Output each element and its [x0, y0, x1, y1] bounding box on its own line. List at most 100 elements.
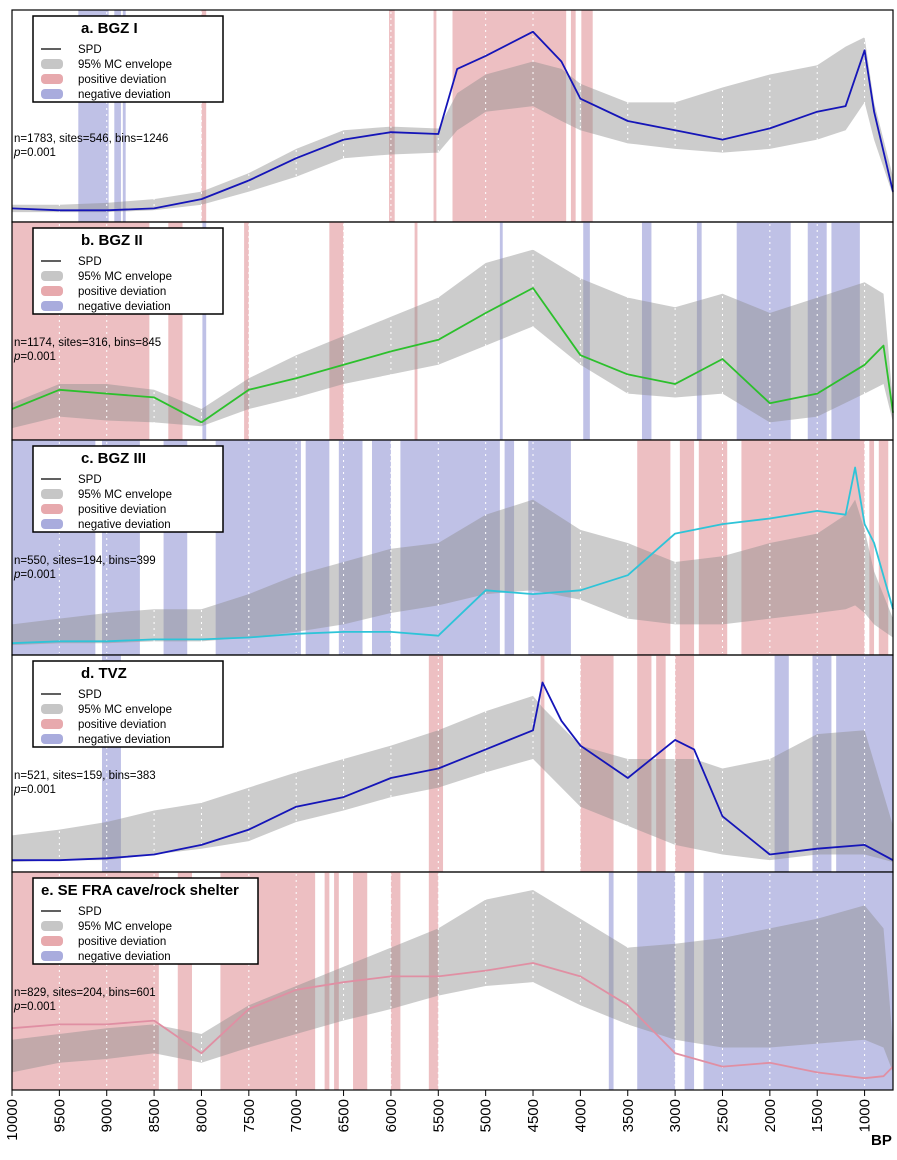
negative-deviation-band — [583, 222, 590, 440]
x-tick-label: 1000 — [857, 1099, 874, 1132]
x-tick-label: 8500 — [146, 1099, 163, 1132]
negative-deviation-band — [641, 222, 652, 440]
mc-envelope — [12, 37, 893, 213]
legend-positive-label: positive deviation — [78, 719, 166, 731]
legend-box — [32, 227, 224, 315]
p-value: =0.001 — [20, 569, 56, 581]
negative-deviation-band — [637, 872, 676, 1090]
panel-pvalue: p=0.001 — [13, 1001, 56, 1013]
negative-deviation-band — [831, 222, 860, 440]
x-tick-label: 6000 — [383, 1099, 400, 1132]
negative-deviation-band — [400, 440, 500, 655]
positive-deviation-band — [428, 655, 444, 872]
negative-deviation-band — [202, 222, 207, 440]
legend-negative-label: negative deviation — [78, 734, 171, 746]
positive-deviation-band — [637, 440, 671, 655]
negative-deviation-band — [774, 655, 789, 872]
legend-spd-label: SPD — [78, 256, 102, 268]
positive-deviation-band — [334, 872, 339, 1090]
p-value: =0.001 — [20, 784, 56, 796]
panel-frame — [11, 871, 894, 1091]
p-value: =0.001 — [20, 351, 56, 363]
panel-pvalue: p=0.001 — [13, 147, 56, 159]
x-tick-label: 4500 — [525, 1099, 542, 1132]
legend-negative-key — [41, 89, 63, 99]
x-tick-label: 4000 — [572, 1099, 589, 1132]
panel-stats: n=1174, sites=316, bins=845 — [14, 337, 161, 349]
legend: b. BGZ II SPD 95% MC envelope positive devi… — [32, 227, 224, 315]
positive-deviation-band — [324, 872, 330, 1090]
positive-deviation-band — [679, 440, 695, 655]
legend-box — [32, 877, 259, 965]
legend-positive-key — [41, 74, 63, 84]
legend-negative-label: negative deviation — [78, 89, 171, 101]
legend-envelope-key — [41, 271, 63, 281]
legend-negative-key — [41, 734, 63, 744]
negative-deviation-band — [215, 440, 301, 655]
legend-positive-label: positive deviation — [78, 504, 166, 516]
mc-envelope — [12, 890, 893, 1073]
p-value: =0.001 — [20, 1001, 56, 1013]
panel-a: a. BGZ I SPD 95% MC envelope positive devia… — [11, 9, 894, 223]
positive-deviation-band — [414, 222, 418, 440]
negative-deviation-band — [504, 440, 515, 655]
p-symbol: p — [13, 1001, 21, 1013]
legend-positive-key — [41, 719, 63, 729]
legend-envelope-key — [41, 921, 63, 931]
panel-title: a. BGZ I — [81, 20, 138, 37]
p-symbol: p — [13, 147, 21, 159]
negative-deviation-band — [703, 872, 893, 1090]
legend-negative-label: negative deviation — [78, 951, 171, 963]
panel-b: b. BGZ II SPD 95% MC envelope positive devi… — [11, 221, 894, 441]
legend-negative-label: negative deviation — [78, 301, 171, 313]
spd-line — [11, 466, 894, 645]
panel-e: e. SE FRA cave/rock shelter SPD 95% MC env… — [11, 871, 894, 1091]
legend-spd-label: SPD — [78, 44, 102, 56]
positive-deviation-band — [656, 655, 666, 872]
negative-deviation-band — [371, 440, 391, 655]
legend-envelope-label: 95% MC envelope — [78, 271, 172, 283]
panel-pvalue: p=0.001 — [13, 784, 56, 796]
x-tick-label: 5000 — [478, 1099, 495, 1132]
positive-deviation-band — [389, 10, 395, 222]
x-tick-label: 7500 — [241, 1099, 258, 1132]
positive-deviation-band — [675, 655, 695, 872]
spd-line — [12, 681, 894, 862]
panels-group: a. BGZ I SPD 95% MC envelope positive devia… — [11, 9, 894, 1091]
legend-negative-key — [41, 301, 63, 311]
x-tick-label: 6500 — [336, 1099, 353, 1132]
legend-box — [32, 660, 224, 748]
positive-deviation-band — [581, 10, 593, 222]
negative-deviation-band — [736, 222, 791, 440]
x-tick-label: 3500 — [620, 1099, 637, 1132]
panel-title: c. BGZ III — [81, 450, 146, 467]
x-tick-label: 2500 — [714, 1099, 731, 1132]
legend-positive-label: positive deviation — [78, 286, 166, 298]
legend-spd-label: SPD — [78, 474, 102, 486]
positive-deviation-band — [390, 872, 401, 1090]
legend: c. BGZ III SPD 95% MC envelope positive dev… — [32, 445, 224, 533]
positive-deviation-band — [570, 10, 576, 222]
legend-envelope-key — [41, 489, 63, 499]
negative-deviation-band — [807, 222, 827, 440]
x-axis-label: BP — [871, 1132, 892, 1149]
legend-box — [32, 15, 224, 103]
x-tick-label: 3000 — [667, 1099, 684, 1132]
legend-spd-label: SPD — [78, 906, 102, 918]
negative-deviation-band — [696, 222, 702, 440]
x-tick-label: 8000 — [193, 1099, 210, 1132]
positive-deviation-band — [244, 222, 249, 440]
legend-negative-key — [41, 951, 63, 961]
negative-deviation-band — [114, 10, 121, 222]
x-tick-label: 9500 — [51, 1099, 68, 1132]
legend-envelope-label: 95% MC envelope — [78, 489, 172, 501]
panel-stats: n=829, sites=204, bins=601 — [14, 987, 156, 999]
positive-deviation-band — [329, 222, 344, 440]
positive-deviation-band — [540, 655, 545, 872]
x-tick-label: 1500 — [809, 1099, 826, 1132]
positive-deviation-band — [869, 440, 875, 655]
legend-envelope-label: 95% MC envelope — [78, 921, 172, 933]
x-tick-label: 7000 — [288, 1099, 305, 1132]
mc-envelope — [12, 499, 893, 646]
